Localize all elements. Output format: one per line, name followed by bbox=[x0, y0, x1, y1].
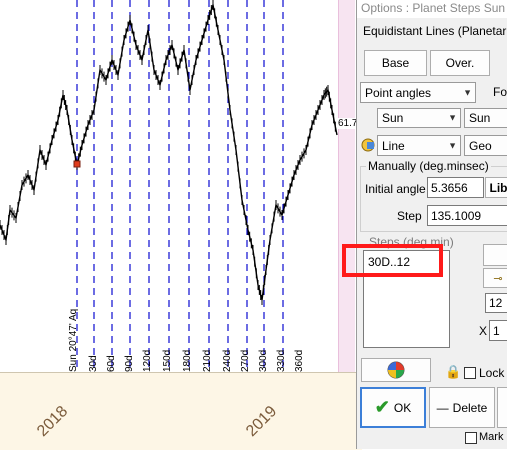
step-line-label: Sun 20°47' Aq bbox=[68, 308, 79, 372]
planet-select[interactable]: Sun ▼ bbox=[377, 108, 461, 128]
link-button[interactable]: ⊸ bbox=[483, 268, 507, 288]
delete-button[interactable]: — Delete bbox=[429, 387, 495, 428]
initial-angle-input[interactable]: 5.3656 bbox=[427, 177, 484, 198]
price-chart[interactable]: 61.7 Sun 20°47' Aq 30d 60d 90d 120d 150d 180d 2… bbox=[0, 0, 362, 450]
initial-angle-label: Initial angle bbox=[365, 182, 426, 196]
section-title: Equidistant Lines (Planetar bbox=[363, 24, 507, 38]
manual-group-label: Manually (deg.minsec) bbox=[366, 159, 491, 173]
base-button[interactable]: Base bbox=[364, 50, 427, 76]
step-line-label: 120d bbox=[142, 349, 153, 372]
step-line-label: 360d bbox=[294, 349, 305, 372]
locked-checkbox[interactable] bbox=[464, 367, 476, 379]
locked-label: Lock bbox=[479, 366, 505, 380]
chevron-down-icon: ▼ bbox=[448, 140, 457, 150]
price-scale-label: 61.7 bbox=[338, 118, 358, 129]
planet-steps-dialog: Options : Planet Steps Sun Equidistant L… bbox=[356, 0, 507, 449]
planet-select-value: Sun bbox=[382, 111, 404, 125]
chart-canvas[interactable] bbox=[0, 0, 362, 449]
step-line-label: 90d bbox=[124, 355, 135, 372]
chevron-down-icon: ▼ bbox=[463, 87, 472, 97]
mode-select-value: Point angles bbox=[365, 85, 432, 100]
minus-icon: — bbox=[436, 400, 449, 415]
step-line-label: 330d bbox=[276, 349, 287, 372]
planet-select-2[interactable]: Sun bbox=[464, 108, 507, 128]
ok-button[interactable]: ✔ OK bbox=[360, 387, 426, 428]
over-button[interactable]: Over. bbox=[430, 50, 490, 76]
step-line-label: 300d bbox=[258, 349, 269, 372]
steps-textarea[interactable]: 30D..12 bbox=[363, 250, 450, 348]
dialog-title[interactable]: Options : Planet Steps Sun bbox=[357, 0, 507, 18]
line-style-icon bbox=[361, 138, 375, 152]
fo-label: Fo bbox=[493, 85, 507, 99]
multiplier-input[interactable]: 1 bbox=[489, 320, 507, 341]
lock-icon: 🔒 bbox=[445, 364, 462, 379]
color-wheel-button[interactable] bbox=[361, 358, 431, 382]
extra-button[interactable] bbox=[497, 387, 507, 428]
color-wheel-icon bbox=[387, 361, 405, 379]
step-label: Step bbox=[397, 209, 422, 223]
step-line-label: 60d bbox=[106, 355, 117, 372]
ok-button-label: OK bbox=[393, 400, 412, 415]
lib-button[interactable]: Lib bbox=[485, 177, 507, 198]
mark-label: Mark B bbox=[479, 431, 507, 443]
delete-button-label: Delete bbox=[452, 400, 488, 415]
step-input[interactable]: 135.1009 bbox=[427, 205, 507, 226]
start-point-marker[interactable] bbox=[73, 160, 81, 168]
steps-highlight-box bbox=[342, 244, 443, 277]
mode-select[interactable]: Point angles ▼ bbox=[360, 82, 476, 103]
line-select[interactable]: Line ▼ bbox=[377, 135, 461, 156]
right-button-1[interactable] bbox=[483, 244, 507, 266]
step-line-label: 150d bbox=[162, 349, 173, 372]
mark-checkbox[interactable] bbox=[465, 432, 477, 444]
step-line-label: 240d bbox=[222, 349, 233, 372]
step-line-label: 180d bbox=[182, 349, 193, 372]
geo-select-value: Geo bbox=[469, 138, 492, 153]
planet-select-2-value: Sun bbox=[469, 111, 491, 125]
link-icon: ⊸ bbox=[493, 272, 503, 285]
time-axis bbox=[0, 372, 362, 450]
step-line-label: 270d bbox=[240, 349, 251, 372]
geo-select[interactable]: Geo bbox=[464, 135, 507, 156]
line-select-value: Line bbox=[382, 138, 405, 153]
step-line-label: 30d bbox=[88, 355, 99, 372]
checkmark-icon: ✔ bbox=[374, 397, 390, 417]
chevron-down-icon: ▼ bbox=[448, 112, 457, 123]
x-label: X bbox=[479, 324, 488, 338]
price-scale-rail bbox=[338, 0, 355, 372]
step-line-label: 210d bbox=[202, 349, 213, 372]
steps-count-input[interactable]: 12 bbox=[485, 293, 507, 313]
